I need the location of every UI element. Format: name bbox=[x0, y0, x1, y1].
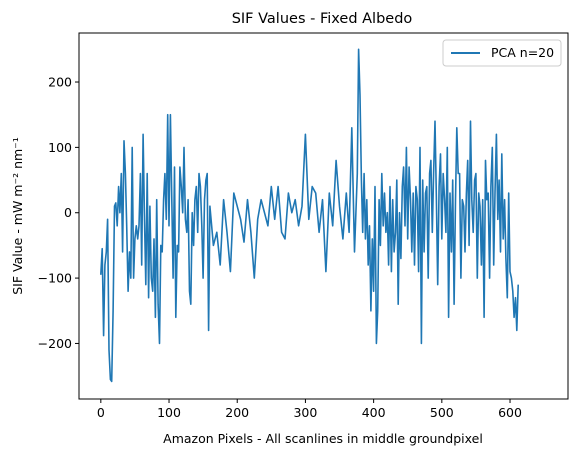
plot-area bbox=[100, 48, 519, 383]
x-tick-label: 100 bbox=[157, 405, 181, 420]
x-tick-label: 0 bbox=[97, 405, 105, 420]
x-tick-label: 300 bbox=[293, 405, 317, 420]
x-tick-label: 400 bbox=[362, 405, 386, 420]
chart-title: SIF Values - Fixed Albedo bbox=[232, 11, 413, 27]
series-line-0 bbox=[100, 48, 519, 383]
x-tick-label: 200 bbox=[225, 405, 249, 420]
x-tick-label: 600 bbox=[498, 405, 522, 420]
plot-frame bbox=[78, 32, 569, 400]
legend: PCA n=20 bbox=[442, 39, 562, 67]
y-tick-label: −100 bbox=[38, 271, 72, 286]
y-tick-label: 200 bbox=[48, 75, 72, 90]
y-axis: −200 −100 0 100 200 bbox=[38, 75, 79, 351]
y-tick-label: 0 bbox=[64, 205, 72, 220]
y-tick-label: 100 bbox=[48, 140, 72, 155]
y-tick-label: −200 bbox=[38, 336, 72, 351]
y-axis-label: SIF Value - mW m⁻² nm⁻¹ bbox=[10, 137, 25, 295]
x-tick-label: 500 bbox=[430, 405, 454, 420]
legend-box bbox=[442, 39, 562, 67]
x-axis: 0 100 200 300 400 500 600 bbox=[97, 399, 522, 420]
x-axis-label: Amazon Pixels - All scanlines in middle … bbox=[163, 431, 483, 446]
legend-label-pca-n20: PCA n=20 bbox=[491, 45, 554, 60]
